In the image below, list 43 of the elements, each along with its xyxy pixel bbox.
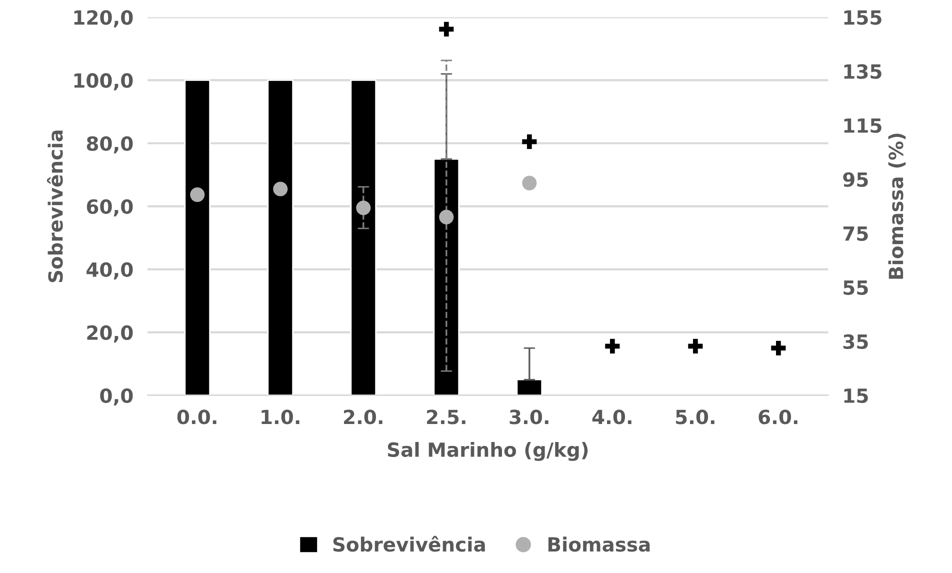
point [439,210,454,224]
x-axis-title: Sal Marinho (g/kg) [388,442,588,461]
y2-tick-label: 115 [844,118,882,133]
point [190,187,205,202]
bar [516,378,543,396]
y2-tick-label: 135 [844,64,882,79]
x-tick-label: 2.0. [344,410,382,424]
x-tick-label: 6.0. [758,410,798,424]
point [273,182,288,196]
y-tick-label: 80,0 [86,136,133,154]
y-tick-label: 40,0 [86,262,133,280]
y-tick-label: 0,0 [100,388,133,406]
point [356,200,371,216]
point [688,338,703,354]
bar [184,80,211,396]
point [522,134,537,149]
point [771,340,786,356]
x-tick-label: 4.0. [592,410,632,424]
y2-tick-label: 95 [843,172,868,187]
y2-tick-label: 15 [844,388,868,404]
x-tick-label: 1.0. [262,410,300,424]
bar [433,158,460,396]
y2-tick-label: 155 [844,10,882,25]
y-tick-label: 60,0 [86,199,133,216]
x-tick-label: 0.0. [177,410,216,424]
legend-label: Sobrevivência [333,536,485,552]
point [439,22,454,36]
bar [350,80,377,396]
y-tick-label: 20,0 [87,325,133,342]
bar [267,80,294,396]
y-axis-title: Sobrevivência [47,130,63,282]
y2-axis-title: Biomassa (%) [888,134,906,279]
y-tick-label: 100,0 [74,73,133,90]
x-tick-label: 2.5. [427,410,466,424]
y2-tick-label: 55 [844,280,868,295]
y-tick-label: 120,0 [74,10,133,28]
y2-tick-label: 35 [843,334,868,350]
point [522,176,537,190]
y2-tick-label: 75 [843,226,868,241]
x-tick-label: 5.0. [676,410,714,424]
x-tick-label: 3.0. [510,410,548,424]
point [605,338,620,354]
legend-label: Biomassa [548,536,650,552]
